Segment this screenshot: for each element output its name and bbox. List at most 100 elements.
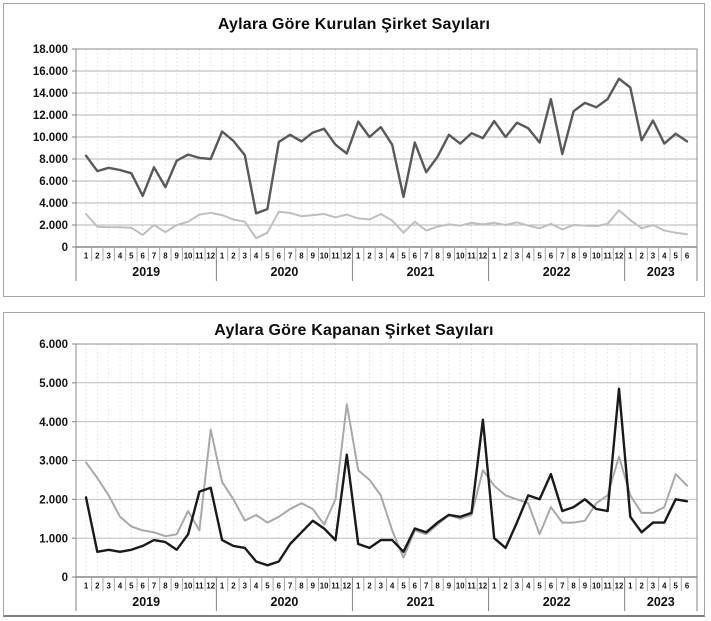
chart-panel-kurulan: Aylara Göre Kurulan Şirket Sayıları 18.0… [3, 3, 705, 297]
svg-text:5: 5 [265, 582, 270, 591]
vertical-gridlines [85, 49, 688, 247]
svg-text:11: 11 [331, 252, 340, 261]
svg-text:5: 5 [401, 582, 406, 591]
svg-text:4: 4 [254, 252, 259, 261]
svg-text:2.000: 2.000 [39, 495, 68, 507]
svg-text:9: 9 [175, 582, 180, 591]
svg-text:1: 1 [84, 252, 89, 261]
svg-text:5: 5 [129, 252, 134, 261]
svg-text:2.000: 2.000 [39, 220, 68, 232]
svg-text:5: 5 [537, 252, 542, 261]
svg-text:4: 4 [662, 252, 667, 261]
svg-text:2019: 2019 [132, 595, 160, 609]
svg-text:2: 2 [95, 582, 100, 591]
svg-text:2020: 2020 [271, 265, 299, 279]
svg-text:8: 8 [435, 252, 440, 261]
year-labels: 2019 2020 2021 2022 2023 [75, 247, 698, 281]
svg-text:6: 6 [413, 252, 418, 261]
svg-text:7: 7 [152, 582, 156, 591]
svg-text:1: 1 [492, 582, 497, 591]
svg-text:1: 1 [628, 582, 633, 591]
svg-text:8: 8 [571, 582, 576, 591]
svg-text:2019: 2019 [132, 265, 160, 279]
svg-text:9: 9 [447, 582, 452, 591]
svg-text:2: 2 [367, 252, 372, 261]
svg-text:6.000: 6.000 [39, 339, 68, 351]
svg-text:9: 9 [311, 252, 316, 261]
month-labels: 1 2 3 4 5 6 7 8 9 10 11 12 1 2 3 4 5 6 7 8 9 10 11 12 1 2 3 4 5 6 7 8 9 1… [84, 252, 690, 261]
svg-text:6: 6 [685, 582, 690, 591]
svg-text:2: 2 [231, 582, 236, 591]
svg-text:6: 6 [413, 582, 418, 591]
svg-text:7: 7 [560, 252, 564, 261]
svg-text:4: 4 [254, 582, 259, 591]
svg-text:2022: 2022 [543, 265, 571, 279]
chart-canvas-kurulan: 18.00016.00014.00012.00010.0008.0006.000… [33, 44, 698, 281]
svg-text:2: 2 [639, 582, 644, 591]
svg-text:9: 9 [175, 252, 180, 261]
series-line-kurulan-acik-gri-seri [85, 209, 688, 240]
horizontal-gridlines [72, 343, 697, 578]
svg-text:10: 10 [184, 252, 193, 261]
svg-text:0: 0 [62, 242, 68, 254]
svg-text:2: 2 [367, 582, 372, 591]
svg-text:3: 3 [243, 582, 248, 591]
svg-text:8: 8 [299, 582, 304, 591]
y-axis-labels: 18.000 16.000 14.000 12.000 10.000 8.000 6.000… [33, 44, 68, 254]
svg-text:10: 10 [456, 252, 465, 261]
svg-text:7: 7 [424, 582, 428, 591]
chart-title-kapanan: Aylara Göre Kapanan Şirket Sayıları [214, 322, 494, 339]
svg-text:7: 7 [560, 582, 564, 591]
svg-text:9: 9 [311, 582, 316, 591]
svg-text:1.000: 1.000 [39, 533, 68, 545]
svg-text:6.000: 6.000 [39, 176, 68, 188]
svg-text:2023: 2023 [647, 265, 675, 279]
svg-text:2023: 2023 [647, 595, 675, 609]
svg-text:10: 10 [592, 252, 601, 261]
svg-text:1: 1 [628, 252, 633, 261]
svg-text:10: 10 [592, 582, 601, 591]
svg-text:7: 7 [152, 252, 156, 261]
svg-text:8.000: 8.000 [39, 154, 68, 166]
svg-text:1: 1 [220, 582, 225, 591]
svg-text:8: 8 [163, 252, 168, 261]
svg-text:1: 1 [84, 582, 89, 591]
svg-text:4: 4 [526, 252, 531, 261]
svg-text:3: 3 [515, 252, 520, 261]
svg-text:12: 12 [342, 252, 351, 261]
svg-text:0: 0 [62, 572, 68, 584]
svg-text:5: 5 [129, 582, 134, 591]
svg-text:7: 7 [424, 252, 428, 261]
svg-text:18.000: 18.000 [33, 44, 68, 56]
svg-text:10: 10 [320, 582, 329, 591]
svg-text:6: 6 [277, 252, 282, 261]
svg-text:6: 6 [685, 252, 690, 261]
svg-text:11: 11 [603, 582, 612, 591]
svg-text:5: 5 [265, 252, 270, 261]
svg-text:3: 3 [379, 252, 384, 261]
svg-text:3: 3 [243, 252, 248, 261]
y-axis-labels: 6.000 5.000 4.000 3.000 2.000 1.000 0 [39, 339, 68, 584]
svg-text:12: 12 [206, 252, 215, 261]
svg-text:7: 7 [288, 252, 292, 261]
svg-text:8: 8 [435, 582, 440, 591]
svg-text:3: 3 [107, 252, 112, 261]
svg-text:4: 4 [526, 582, 531, 591]
chart-panel-kapanan: Aylara Göre Kapanan Şirket Sayıları 6.00… [3, 312, 705, 617]
svg-text:10: 10 [320, 252, 329, 261]
svg-text:5: 5 [401, 252, 406, 261]
svg-text:12: 12 [479, 582, 488, 591]
svg-text:3: 3 [651, 582, 656, 591]
svg-text:8: 8 [299, 252, 304, 261]
svg-text:4.000: 4.000 [39, 417, 68, 429]
svg-text:1: 1 [492, 252, 497, 261]
series-line-kapanan-acik-gri-seri [85, 403, 688, 559]
svg-text:4: 4 [390, 252, 395, 261]
svg-text:3.000: 3.000 [39, 456, 68, 468]
svg-text:2022: 2022 [543, 595, 571, 609]
series-line-kurulan-sirket-koyu-seri [84, 77, 689, 215]
svg-text:6: 6 [141, 252, 146, 261]
month-tick-marks [75, 577, 698, 591]
